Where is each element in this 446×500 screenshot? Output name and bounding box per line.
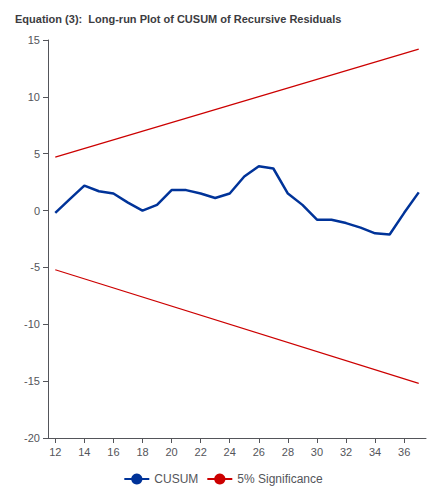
svg-text:12: 12 bbox=[49, 446, 61, 458]
svg-text:10: 10 bbox=[28, 91, 40, 103]
svg-text:24: 24 bbox=[224, 446, 236, 458]
svg-text:-10: -10 bbox=[24, 318, 40, 330]
svg-text:CUSUM: CUSUM bbox=[154, 472, 198, 486]
svg-text:28: 28 bbox=[282, 446, 294, 458]
svg-text:15: 15 bbox=[28, 34, 40, 46]
svg-text:26: 26 bbox=[253, 446, 265, 458]
svg-text:34: 34 bbox=[369, 446, 381, 458]
svg-text:32: 32 bbox=[340, 446, 352, 458]
svg-text:18: 18 bbox=[136, 446, 148, 458]
svg-text:30: 30 bbox=[311, 446, 323, 458]
svg-text:14: 14 bbox=[78, 446, 90, 458]
svg-text:5: 5 bbox=[34, 148, 40, 160]
svg-text:-20: -20 bbox=[24, 432, 40, 444]
svg-text:20: 20 bbox=[165, 446, 177, 458]
svg-text:22: 22 bbox=[195, 446, 207, 458]
svg-text:36: 36 bbox=[398, 446, 410, 458]
svg-text:5% Significance: 5% Significance bbox=[237, 472, 323, 486]
svg-text:-5: -5 bbox=[30, 261, 40, 273]
svg-text:0: 0 bbox=[34, 205, 40, 217]
svg-text:Equation (3): Long-run Plot o: Equation (3): Long-run Plot of CUSUM of … bbox=[15, 13, 341, 25]
svg-text:16: 16 bbox=[107, 446, 119, 458]
svg-text:-15: -15 bbox=[24, 375, 40, 387]
